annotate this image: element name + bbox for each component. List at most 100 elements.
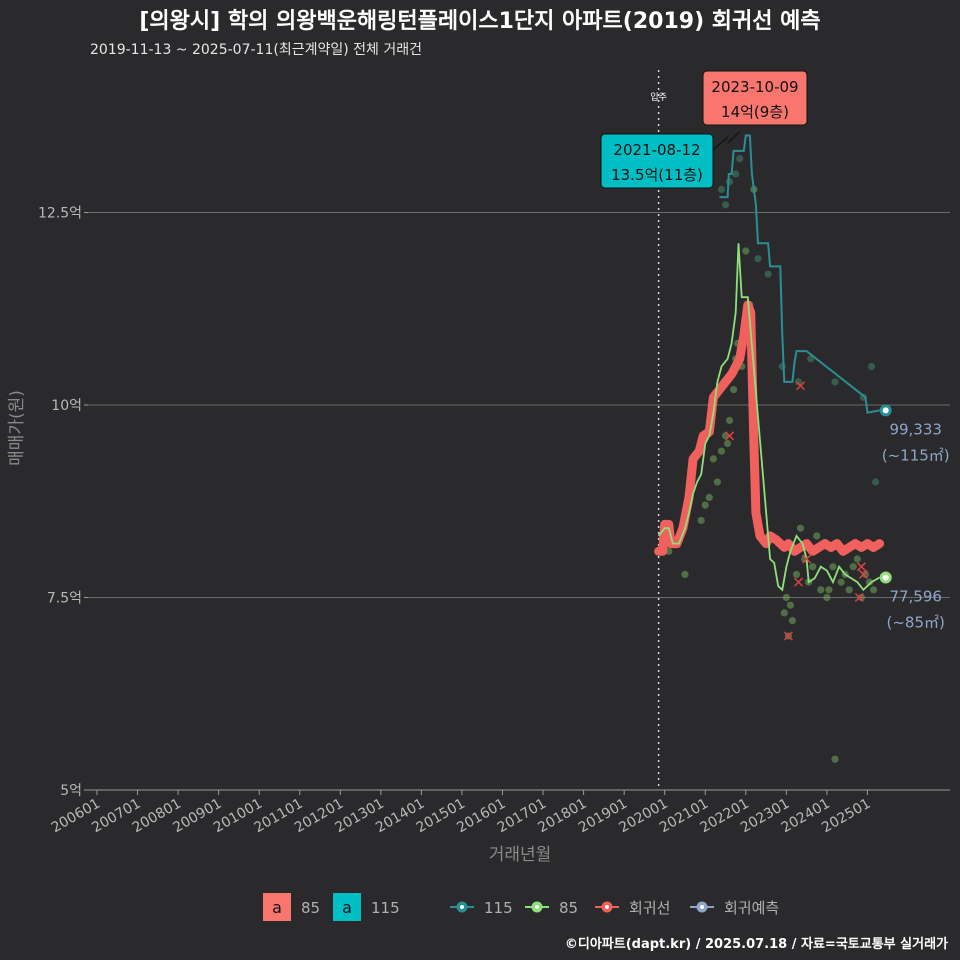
legend-fill-key-0: a	[272, 898, 282, 917]
point-85-38	[857, 593, 865, 602]
point-85-19	[782, 593, 790, 602]
callout-115-date: 2021-08-12	[613, 141, 700, 159]
axes: 5억7.5억10억12.5억20060120070120080120090120…	[38, 206, 950, 836]
point-115-3	[732, 170, 740, 178]
point-85-11	[730, 386, 738, 394]
legend-line-label-1: 85	[559, 899, 578, 917]
move-in-vline: 입주	[650, 70, 667, 790]
point-85-35	[845, 586, 853, 594]
point-85-24	[796, 524, 805, 532]
point-85-18	[780, 609, 788, 617]
legend: a 85 a 115 115 85 회귀선 회귀예측	[263, 893, 779, 921]
point-85-21	[786, 601, 795, 609]
point-115-12	[867, 362, 876, 371]
series-115-line	[719, 134, 880, 414]
point-115-7	[778, 362, 786, 371]
gridlines	[88, 212, 950, 598]
point-85-41	[869, 586, 878, 594]
end-dot-inner-1	[882, 574, 889, 581]
point-85-7	[717, 447, 726, 455]
x-mark-3	[796, 381, 806, 391]
y-tick-label-0: 5억	[60, 783, 82, 799]
end-area-0: (~115㎡)	[882, 446, 950, 464]
point-85-29	[817, 586, 825, 594]
legend-line-label-3: 회귀예측	[724, 899, 779, 917]
scatter-points	[665, 93, 880, 763]
point-85-5	[709, 455, 717, 463]
point-85-31	[829, 563, 837, 571]
chart-subtitle: 2019-11-13 ~ 2025-07-11(최근계약일) 전체 거래건	[90, 42, 422, 58]
point-115-1	[721, 201, 730, 209]
caption: ©디아파트(dapt.kr) / 2025.07.18 / 자료=국토교통부 실…	[565, 936, 948, 952]
point-85-40	[865, 578, 874, 586]
y-tick-label-1: 7.5억	[47, 591, 82, 607]
callout-115-text: 13.5억(11층)	[611, 166, 703, 184]
point-85-33	[837, 578, 845, 586]
callout-85-date: 2023-10-09	[711, 78, 798, 96]
callout-115-box	[600, 133, 714, 189]
legend-fill-key-1: a	[342, 898, 352, 917]
x-mark-6	[858, 569, 868, 579]
y-tick-label-3: 12.5억	[38, 206, 82, 222]
point-85-30	[823, 593, 831, 602]
point-115-5	[754, 255, 762, 263]
legend-fill-label-1: 115	[371, 899, 400, 917]
x-mark-4	[854, 592, 864, 603]
legend-fill-label-0: 85	[301, 899, 320, 917]
legend-dot-center-1	[535, 905, 539, 909]
point-85-43	[825, 586, 833, 594]
point-85-37	[853, 555, 861, 563]
legend-dot-center-0	[460, 905, 464, 909]
regression-marks	[725, 381, 868, 641]
point-85-23	[792, 570, 801, 579]
end-value-0: 99,333	[889, 420, 942, 438]
point-115-13	[871, 478, 880, 486]
series-lines	[654, 134, 885, 592]
point-115-2	[725, 178, 734, 186]
point-115-4	[736, 155, 744, 163]
point-85-15	[742, 247, 750, 255]
vline-label: 입주	[650, 91, 667, 103]
x-mark-7	[802, 554, 812, 564]
x-mark-2	[793, 577, 804, 587]
chart-title: [의왕시] 학의 의왕백운해링턴플레이스1단지 아파트(2019) 회귀선 예측	[139, 9, 820, 34]
point-85-27	[809, 563, 817, 571]
point-85-1	[681, 570, 689, 579]
legend-line-label-2: 회귀선	[629, 899, 670, 917]
point-85-42	[831, 755, 839, 763]
point-85-28	[813, 532, 821, 540]
end-area-1: (~85㎡)	[887, 613, 945, 631]
point-115-8	[794, 378, 803, 386]
end-labels: 99,333 (~115㎡) 77,596 (~85㎡)	[879, 404, 950, 631]
series-regression-line	[654, 300, 885, 556]
legend-line-label-0: 115	[484, 899, 513, 917]
legend-dot-center-3	[700, 905, 704, 909]
point-115-6	[764, 270, 772, 278]
callout-85-leader	[727, 131, 741, 144]
point-85-9	[723, 439, 732, 448]
point-85-2	[697, 516, 705, 525]
point-85-6	[713, 478, 722, 486]
y-axis-title: 매매가(원)	[7, 390, 27, 466]
point-115-0	[717, 185, 726, 193]
legend-fill-swatch-0	[263, 893, 291, 921]
callouts: 2023-10-09 14억(9층) 2021-08-12 13.5억(11층)	[600, 70, 808, 189]
point-85-22	[788, 617, 797, 625]
point-85-36	[849, 563, 857, 571]
point-115-9	[807, 355, 815, 363]
y-tick-label-2: 10억	[51, 398, 82, 414]
end-dot-inner-0	[882, 407, 889, 414]
point-85-4	[705, 493, 713, 501]
x-mark-5	[856, 562, 866, 572]
series-85-line	[657, 243, 881, 592]
callout-115-leader	[712, 136, 729, 151]
legend-fill-swatch-1	[333, 893, 361, 921]
legend-dot-center-2	[605, 905, 609, 909]
point-85-10	[725, 416, 734, 424]
x-mark-0	[725, 431, 735, 441]
point-85-3	[701, 501, 709, 509]
point-115-10	[831, 378, 839, 386]
callout-85-text: 14억(9층)	[721, 103, 789, 121]
point-85-39	[861, 570, 870, 579]
